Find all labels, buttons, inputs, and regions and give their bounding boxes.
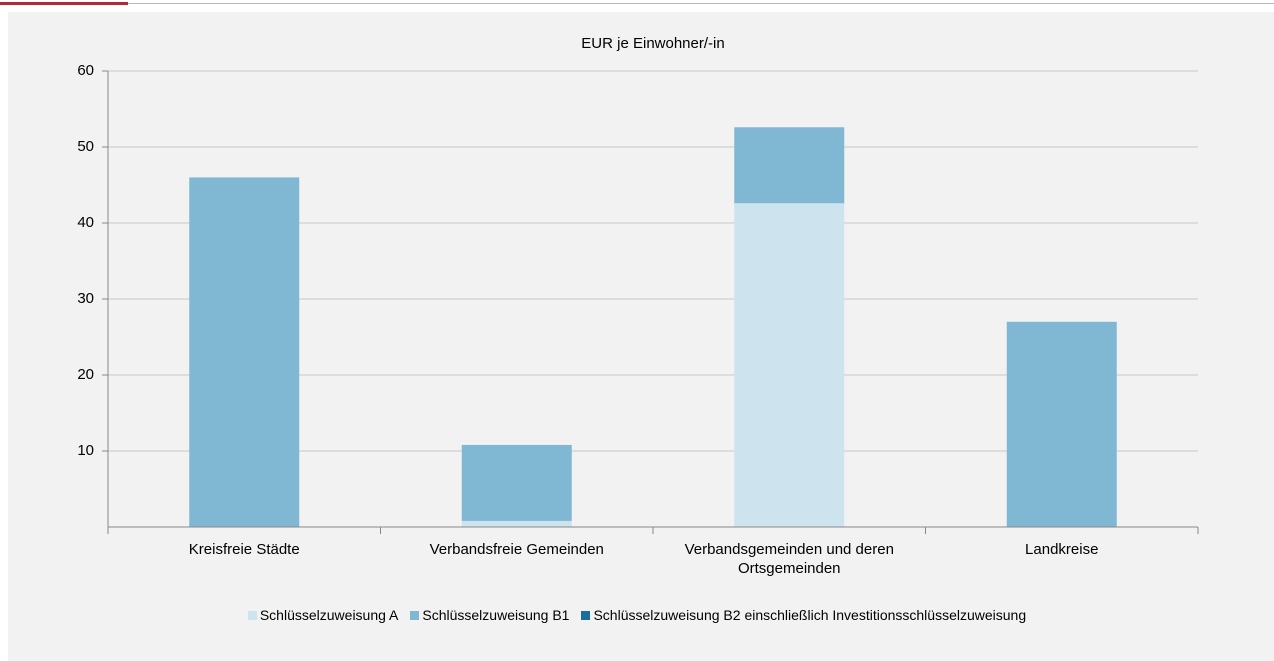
y-tick-label: 60 <box>77 62 94 79</box>
y-tick-label: 10 <box>77 442 94 459</box>
legend-label: Schlüsselzuweisung B1 <box>422 607 570 623</box>
x-tick-label: Kreisfreie Städte <box>188 541 300 558</box>
x-tick-label: Verbandsfreie Gemeinden <box>429 541 604 558</box>
legend-swatch <box>581 610 591 620</box>
chart-title: EUR je Einwohner/-in <box>581 35 724 52</box>
bar-segment <box>189 177 300 527</box>
y-tick-label: 40 <box>77 214 94 231</box>
top-accent <box>0 2 128 5</box>
legend-label: Schlüsselzuweisung B2 einschließlich Inv… <box>593 607 1027 623</box>
bar-segment <box>734 203 845 528</box>
y-tick-label: 20 <box>77 366 94 383</box>
y-tick-label: 30 <box>77 290 94 307</box>
legend-label: Schlüsselzuweisung A <box>259 607 399 623</box>
x-tick-label: Verbandsgemeinden und deren Ortsgemeinde… <box>684 541 894 577</box>
bar-segment <box>1006 321 1117 527</box>
legend-item: Schlüsselzuweisung A <box>247 607 399 623</box>
bar-segment <box>461 520 572 527</box>
x-tick-label: Landkreise <box>1025 541 1099 558</box>
legend-item: Schlüsselzuweisung B1 <box>410 607 569 623</box>
bar-segment <box>734 127 845 204</box>
top-rule <box>0 3 1274 4</box>
legend-swatch <box>247 610 257 620</box>
y-tick-label: 50 <box>77 138 94 155</box>
bar-segment <box>461 444 572 521</box>
legend-item: Schlüsselzuweisung B2 einschließlich Inv… <box>581 607 1026 623</box>
legend: Schlüsselzuweisung A Schlüsselzuweisung B… <box>0 607 1274 623</box>
legend-swatch <box>410 610 420 620</box>
